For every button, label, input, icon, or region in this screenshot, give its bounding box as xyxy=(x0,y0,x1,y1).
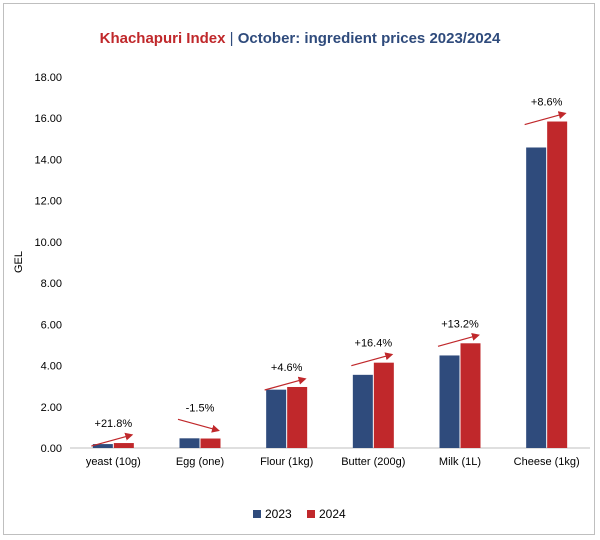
change-label: +4.6% xyxy=(271,362,303,374)
change-label: -1.5% xyxy=(186,402,215,414)
change-arrow xyxy=(91,432,134,447)
bar-2024 xyxy=(113,443,134,448)
legend-label-2023: 2023 xyxy=(265,507,292,521)
bar-2023 xyxy=(266,389,287,448)
change-arrow xyxy=(437,333,480,347)
bar-2023 xyxy=(526,147,547,449)
bar-2023 xyxy=(179,438,200,448)
change-arrow xyxy=(177,418,220,433)
bar-2023 xyxy=(92,444,113,448)
chart-title-brand: Khachapuri Index xyxy=(99,30,226,47)
x-tick-label: Egg (one) xyxy=(176,456,224,468)
y-tick-label: 12.00 xyxy=(34,196,62,208)
bar-2023 xyxy=(439,355,460,448)
legend-swatch-2023 xyxy=(253,510,261,518)
bar-2024 xyxy=(287,386,308,448)
x-tick-label: Milk (1L) xyxy=(439,456,481,468)
change-arrow xyxy=(264,376,307,391)
y-tick-label: 6.00 xyxy=(41,319,62,331)
y-tick-label: 2.00 xyxy=(41,402,62,414)
y-tick-label: 18.00 xyxy=(34,72,62,84)
legend-swatch-2024 xyxy=(307,510,315,518)
x-tick-label: Butter (200g) xyxy=(341,456,405,468)
y-axis-label: GEL xyxy=(13,251,25,273)
x-tick-label: yeast (10g) xyxy=(86,456,141,468)
change-label: +21.8% xyxy=(95,418,133,430)
change-arrow xyxy=(524,111,567,126)
bar-2024 xyxy=(460,343,481,448)
x-tick-label: Flour (1kg) xyxy=(260,456,313,468)
y-tick-label: 16.00 xyxy=(34,113,62,125)
y-tick-label: 10.00 xyxy=(34,237,62,249)
bar-2024 xyxy=(547,121,568,449)
chart-title: Khachapuri Index | October: ingredient p… xyxy=(0,30,600,47)
chart-title-text: October: ingredient prices 2023/2024 xyxy=(237,30,501,47)
change-arrow xyxy=(351,352,394,367)
x-tick-label: Cheese (1kg) xyxy=(514,456,580,468)
change-label: +16.4% xyxy=(355,338,393,350)
y-tick-label: 4.00 xyxy=(41,361,62,373)
y-tick-label: 14.00 xyxy=(34,154,62,166)
bar-2024 xyxy=(373,362,394,448)
y-tick-label: 8.00 xyxy=(41,278,62,290)
change-label: +8.6% xyxy=(531,97,563,109)
y-tick-label: 0.00 xyxy=(41,443,62,455)
legend-label-2024: 2024 xyxy=(319,507,346,521)
bar-2023 xyxy=(352,374,373,448)
chart-title-separator: | xyxy=(229,30,234,47)
bar-2024 xyxy=(200,438,221,448)
change-label: +13.2% xyxy=(441,318,479,330)
